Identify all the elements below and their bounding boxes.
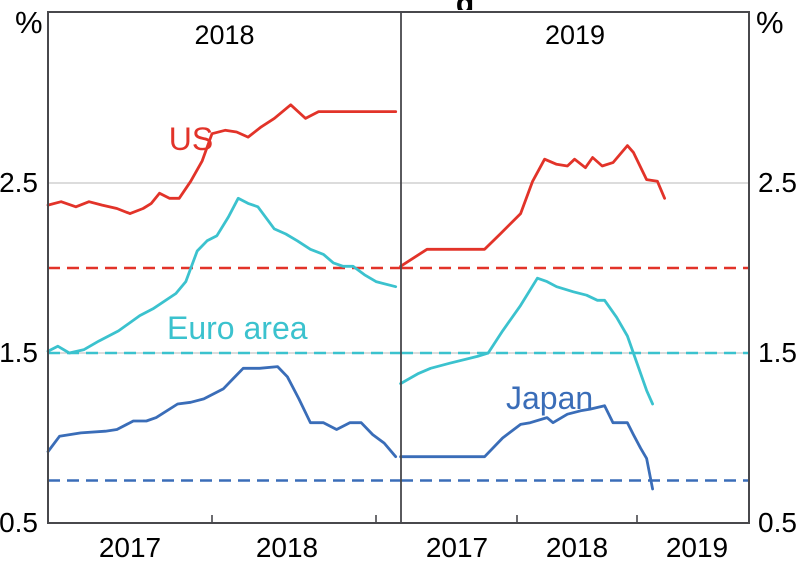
y-axis-unit-label-left: % — [15, 5, 43, 40]
series-label-us: US — [169, 121, 213, 157]
series-line-japan — [399, 404, 654, 491]
series-label-euro-area: Euro area — [167, 310, 308, 346]
y-axis-unit-label-right: % — [756, 5, 784, 40]
y-axis-tick-label-right: 1.5 — [758, 337, 797, 368]
plot-frame — [47, 11, 750, 524]
x-axis-label: 2017 — [426, 532, 488, 563]
series-line-us — [46, 103, 398, 216]
clipped-title-glyph: g — [456, 0, 474, 10]
y-axis-tick-label-left: 2.5 — [0, 167, 38, 198]
y-axis-tick-label-left: 0.5 — [0, 507, 38, 538]
y-axis-tick-label-right: 0.5 — [758, 507, 797, 538]
series-line-us — [399, 144, 666, 268]
x-axis-label: 2018 — [256, 532, 318, 563]
clipped-title-fragment: g — [446, 0, 484, 10]
series-label-japan: Japan — [506, 380, 593, 416]
y-axis-tick-label-right: 2.5 — [758, 167, 797, 198]
x-axis-label: 2019 — [666, 532, 728, 563]
x-axis-label: 2018 — [546, 532, 608, 563]
series-line-euro-area — [46, 196, 398, 355]
series-line-japan — [46, 365, 398, 459]
panel-title: 2018 — [194, 20, 254, 50]
series-line-euro-area — [399, 276, 654, 406]
y-axis-tick-label-left: 1.5 — [0, 337, 38, 368]
x-axis-label: 2017 — [99, 532, 161, 563]
panel-title: 2019 — [545, 20, 605, 50]
